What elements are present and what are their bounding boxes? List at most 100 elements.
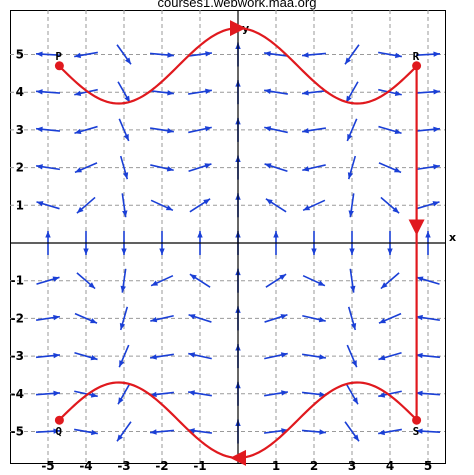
- vector-arrow: [149, 429, 175, 435]
- y-tick-label: 3: [16, 123, 24, 137]
- vector-head: [378, 318, 386, 324]
- vector-arrow: [301, 391, 327, 398]
- vector-arrow: [189, 198, 211, 213]
- vector-arrow: [36, 164, 60, 171]
- vector-head: [90, 392, 98, 398]
- vector-head: [319, 354, 326, 360]
- vector-head: [264, 88, 271, 95]
- vector-arrow: [264, 126, 288, 134]
- vector-head: [36, 201, 44, 207]
- vector-arrow: [301, 52, 327, 58]
- vector-head: [119, 360, 125, 368]
- vector-arrow: [36, 314, 60, 321]
- vector-head: [302, 166, 310, 172]
- path-arrowhead: [230, 20, 246, 37]
- vector-arrow: [76, 272, 96, 290]
- vector-head: [265, 198, 273, 205]
- vector-arrow: [344, 44, 360, 65]
- vector-arrow: [415, 390, 441, 397]
- vector-head: [433, 89, 440, 95]
- vector-head: [394, 167, 402, 173]
- vector-arrow: [415, 51, 441, 57]
- vector-head: [433, 51, 440, 57]
- vector-head: [425, 231, 431, 238]
- vector-arrow: [74, 390, 98, 398]
- vector-head: [319, 429, 326, 435]
- vector-head: [378, 355, 386, 361]
- vector-arrow: [187, 51, 213, 57]
- vector-head: [353, 434, 359, 442]
- vector-arrow: [346, 118, 358, 142]
- vector-arrow: [74, 88, 98, 97]
- vector-head: [416, 390, 423, 397]
- vector-head: [83, 248, 89, 255]
- x-tick-label: -3: [117, 459, 130, 473]
- vector-arrow: [150, 274, 174, 287]
- vector-arrow: [378, 352, 402, 361]
- vector-arrow: [347, 306, 357, 331]
- vector-arrow: [149, 52, 175, 58]
- vector-head: [352, 397, 358, 405]
- vector-arrow: [265, 198, 287, 213]
- vector-head: [378, 392, 386, 398]
- vector-head: [349, 248, 355, 255]
- y-tick-label: 4: [16, 85, 24, 99]
- vector-head: [189, 274, 197, 280]
- vector-arrow: [349, 268, 356, 293]
- vector-arrow: [264, 163, 288, 173]
- vector-arrow: [416, 201, 440, 210]
- y-tick-label: 1: [16, 198, 24, 212]
- vector-head: [345, 57, 351, 65]
- vector-head: [36, 89, 43, 95]
- vector-head: [165, 205, 173, 211]
- vector-arrow: [121, 193, 128, 218]
- point-marker: [412, 61, 422, 71]
- vector-arrow: [265, 273, 287, 288]
- vector-arrow: [150, 353, 174, 360]
- vector-head: [416, 428, 423, 434]
- vector-arrow: [344, 421, 360, 442]
- x-tick-label: 1: [272, 459, 280, 473]
- vector-head: [90, 318, 98, 324]
- point-label: R: [413, 50, 420, 63]
- vector-arrow: [74, 428, 98, 436]
- vector-head: [204, 126, 212, 132]
- vector-arrow: [35, 89, 61, 95]
- vector-head: [74, 128, 82, 135]
- x-tick-label: -2: [155, 459, 168, 473]
- vector-arrow: [378, 125, 402, 135]
- y-tick-label: -2: [11, 311, 24, 325]
- vector-head: [188, 390, 195, 396]
- vector-arrow: [187, 428, 213, 434]
- vector-arrow: [263, 51, 289, 57]
- vector-arrow: [415, 126, 441, 133]
- vector-arrow: [302, 164, 326, 172]
- vector-arrow: [188, 313, 212, 323]
- vector-arrow: [302, 199, 326, 212]
- vector-arrow: [150, 127, 174, 134]
- x-tick-label: -4: [79, 459, 92, 473]
- vector-head: [53, 390, 60, 397]
- vector-head: [120, 285, 126, 293]
- vector-arrow: [120, 268, 127, 293]
- vector-head: [433, 164, 440, 170]
- vector-head: [122, 172, 129, 180]
- y-tick-label: -3: [11, 349, 24, 363]
- vector-arrow: [380, 196, 400, 214]
- y-tick-label: -4: [11, 387, 24, 401]
- vector-arrow: [149, 391, 175, 398]
- x-tick-label: 3: [348, 459, 356, 473]
- vector-head: [432, 201, 440, 207]
- vector-arrow: [150, 314, 174, 323]
- vector-head: [167, 90, 174, 96]
- vector-arrow: [378, 312, 402, 324]
- vector-head: [279, 274, 287, 280]
- vector-arrow: [415, 352, 441, 359]
- point-marker: [54, 61, 64, 71]
- vector-head: [303, 205, 311, 211]
- y-tick-label: 5: [16, 48, 24, 62]
- y-tick-label: -1: [11, 274, 24, 288]
- vector-arrow: [416, 164, 440, 171]
- y-tick-label: 2: [16, 161, 24, 175]
- vector-head: [416, 352, 423, 359]
